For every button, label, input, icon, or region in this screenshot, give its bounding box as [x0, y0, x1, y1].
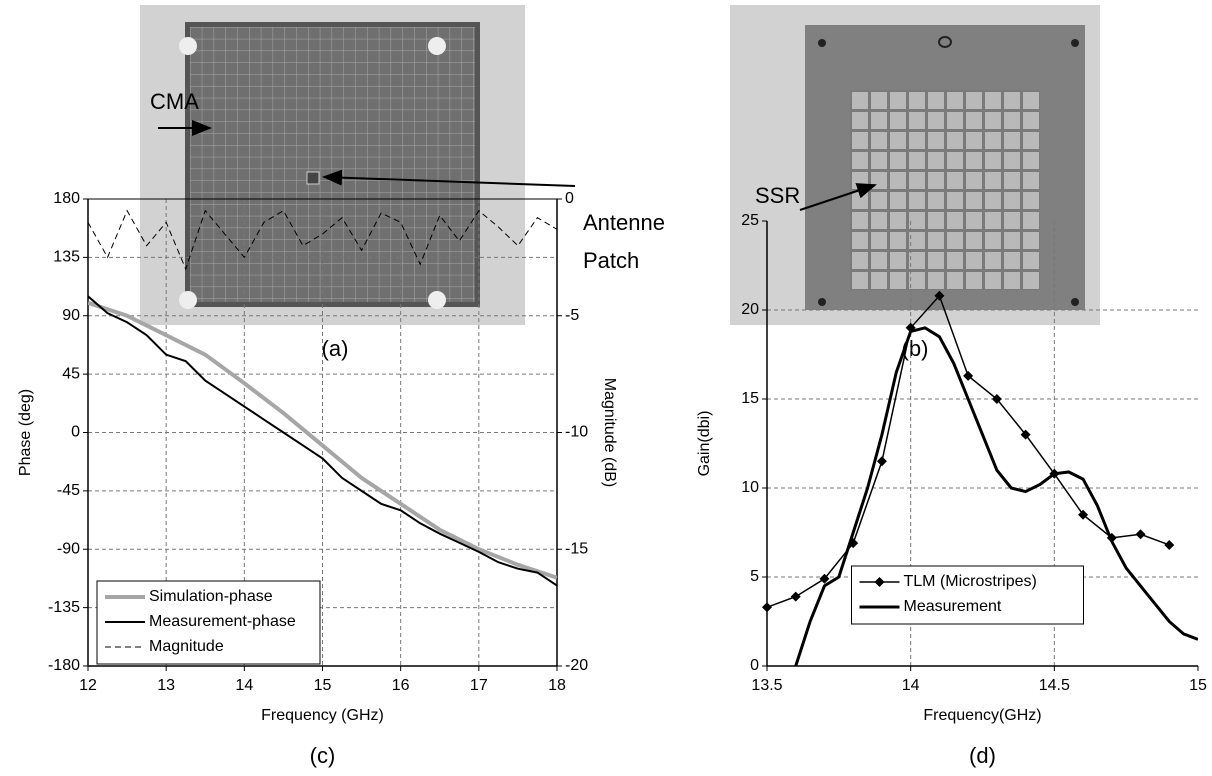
marker — [876, 456, 887, 467]
series-line — [88, 209, 557, 271]
photo-label: SSR — [755, 183, 800, 208]
y-tick-label: 0 — [71, 424, 80, 441]
y2-axis-label: Magnitude (dB) — [601, 378, 618, 487]
y-tick-label: 0 — [750, 657, 759, 674]
x-tick-label: 16 — [392, 677, 410, 694]
y-axis-label: Gain(dbi) — [696, 411, 713, 477]
y-tick-label: 90 — [62, 307, 80, 324]
marker — [1020, 429, 1031, 440]
y-tick-label: 25 — [741, 212, 759, 229]
marker — [762, 602, 772, 613]
photo-b — [730, 5, 1100, 325]
x-tick-label: 14 — [902, 677, 920, 694]
series-line — [794, 326, 1198, 666]
legend-label: Measurement-phase — [149, 613, 296, 630]
legend-label: TLM (Microstripes) — [904, 573, 1037, 590]
photo-label: CMA — [150, 89, 199, 114]
photo-a — [140, 5, 576, 325]
x-tick-label: 13 — [157, 677, 175, 694]
legend-marker — [874, 577, 885, 587]
series-line — [88, 300, 557, 580]
x-axis-label: Frequency (GHz) — [261, 707, 384, 724]
marker — [790, 591, 801, 602]
y2-tick-label: -15 — [565, 540, 588, 557]
legend-label: Magnitude — [149, 638, 224, 655]
photo-label: Antenne — [583, 210, 665, 235]
y-tick-label: 45 — [62, 365, 80, 382]
y2-tick-label: -10 — [565, 424, 588, 441]
x-tick-label: 15 — [314, 677, 332, 694]
series-line — [88, 295, 557, 587]
caption: (d) — [969, 743, 996, 768]
y-tick-label: -180 — [48, 657, 80, 674]
y2-tick-label: -20 — [565, 657, 588, 674]
marker — [819, 573, 830, 584]
x-tick-label: 12 — [79, 677, 97, 694]
y2-tick-label: 0 — [565, 190, 574, 207]
x-tick-label: 18 — [548, 677, 566, 694]
y-tick-label: -45 — [57, 482, 80, 499]
y2-tick-label: -5 — [565, 307, 579, 324]
x-tick-label: 13.5 — [751, 677, 782, 694]
x-tick-label: 15 — [1189, 677, 1207, 694]
y-tick-label: 180 — [53, 190, 80, 207]
y-tick-label: 10 — [741, 479, 759, 496]
x-tick-label: 14 — [235, 677, 253, 694]
x-axis-label: Frequency(GHz) — [923, 707, 1041, 724]
marker — [991, 394, 1002, 404]
marker — [963, 370, 974, 381]
y-axis-label: Phase (deg) — [17, 389, 34, 476]
marker — [1135, 529, 1146, 540]
marker — [934, 290, 945, 301]
marker — [1164, 539, 1175, 550]
caption: (a) — [322, 336, 349, 361]
marker — [1078, 509, 1089, 520]
photo-label: Patch — [583, 248, 639, 273]
y-tick-label: 15 — [741, 390, 759, 407]
y-tick-label: -135 — [48, 599, 80, 616]
y-tick-label: 20 — [741, 301, 759, 318]
x-tick-label: 14.5 — [1039, 677, 1070, 694]
caption: (c) — [310, 743, 336, 768]
y-tick-label: 5 — [750, 568, 759, 585]
legend — [851, 565, 1084, 625]
series-line — [767, 294, 1170, 608]
legend-label: Measurement — [904, 598, 1002, 615]
x-tick-label: 17 — [470, 677, 488, 694]
y-tick-label: -90 — [57, 540, 80, 557]
legend-label: Simulation-phase — [149, 588, 273, 605]
y-tick-label: 135 — [53, 249, 80, 266]
